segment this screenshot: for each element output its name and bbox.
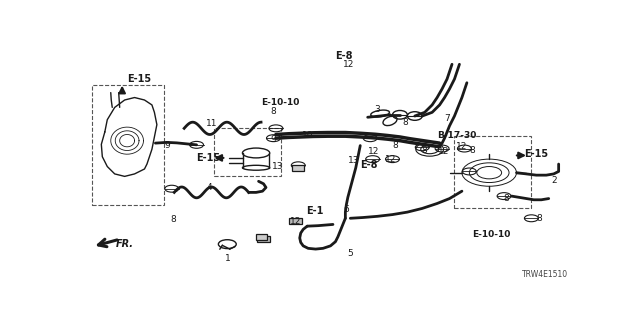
Text: E-10-10: E-10-10 <box>472 230 510 239</box>
Text: E-10-10: E-10-10 <box>261 98 300 107</box>
Bar <box>257 236 270 243</box>
Text: 8: 8 <box>536 214 541 223</box>
Text: 8: 8 <box>422 146 428 155</box>
Text: 12: 12 <box>385 155 397 164</box>
Text: E-15: E-15 <box>127 74 151 84</box>
Bar <box>289 218 302 224</box>
Text: E-15: E-15 <box>524 149 548 159</box>
Text: 11: 11 <box>205 119 217 128</box>
Text: 13: 13 <box>271 162 283 171</box>
Text: E-1: E-1 <box>306 206 323 216</box>
Text: 8: 8 <box>469 146 475 155</box>
Bar <box>214 128 281 176</box>
Text: 12: 12 <box>290 218 301 227</box>
Text: 8: 8 <box>271 107 276 116</box>
Text: 12: 12 <box>456 142 468 151</box>
Text: 8: 8 <box>402 118 408 127</box>
Text: 4: 4 <box>206 183 212 192</box>
Text: 9: 9 <box>271 135 276 144</box>
Bar <box>292 165 304 171</box>
Bar <box>454 136 531 208</box>
Text: TRW4E1510: TRW4E1510 <box>522 270 568 279</box>
Text: E-8: E-8 <box>360 160 378 170</box>
Text: 13: 13 <box>348 156 360 165</box>
Text: 12: 12 <box>438 147 450 156</box>
Text: 9: 9 <box>164 141 170 150</box>
Text: E-8: E-8 <box>335 51 353 61</box>
Text: 12: 12 <box>343 60 355 69</box>
Text: 2: 2 <box>551 176 557 185</box>
Bar <box>255 234 268 240</box>
Text: B-17-30: B-17-30 <box>437 131 477 140</box>
Text: 5: 5 <box>348 250 353 259</box>
Text: 8: 8 <box>170 215 176 224</box>
Text: 7: 7 <box>444 114 450 123</box>
Bar <box>92 85 164 205</box>
Text: 3: 3 <box>375 105 380 114</box>
Text: 1: 1 <box>225 254 230 263</box>
Text: 8: 8 <box>392 141 398 150</box>
Text: 6: 6 <box>343 205 349 214</box>
Text: E-15: E-15 <box>196 153 221 163</box>
Text: 8: 8 <box>504 194 509 203</box>
Text: FR.: FR. <box>116 239 134 249</box>
Text: 12: 12 <box>368 147 380 156</box>
Text: 10: 10 <box>303 131 314 140</box>
